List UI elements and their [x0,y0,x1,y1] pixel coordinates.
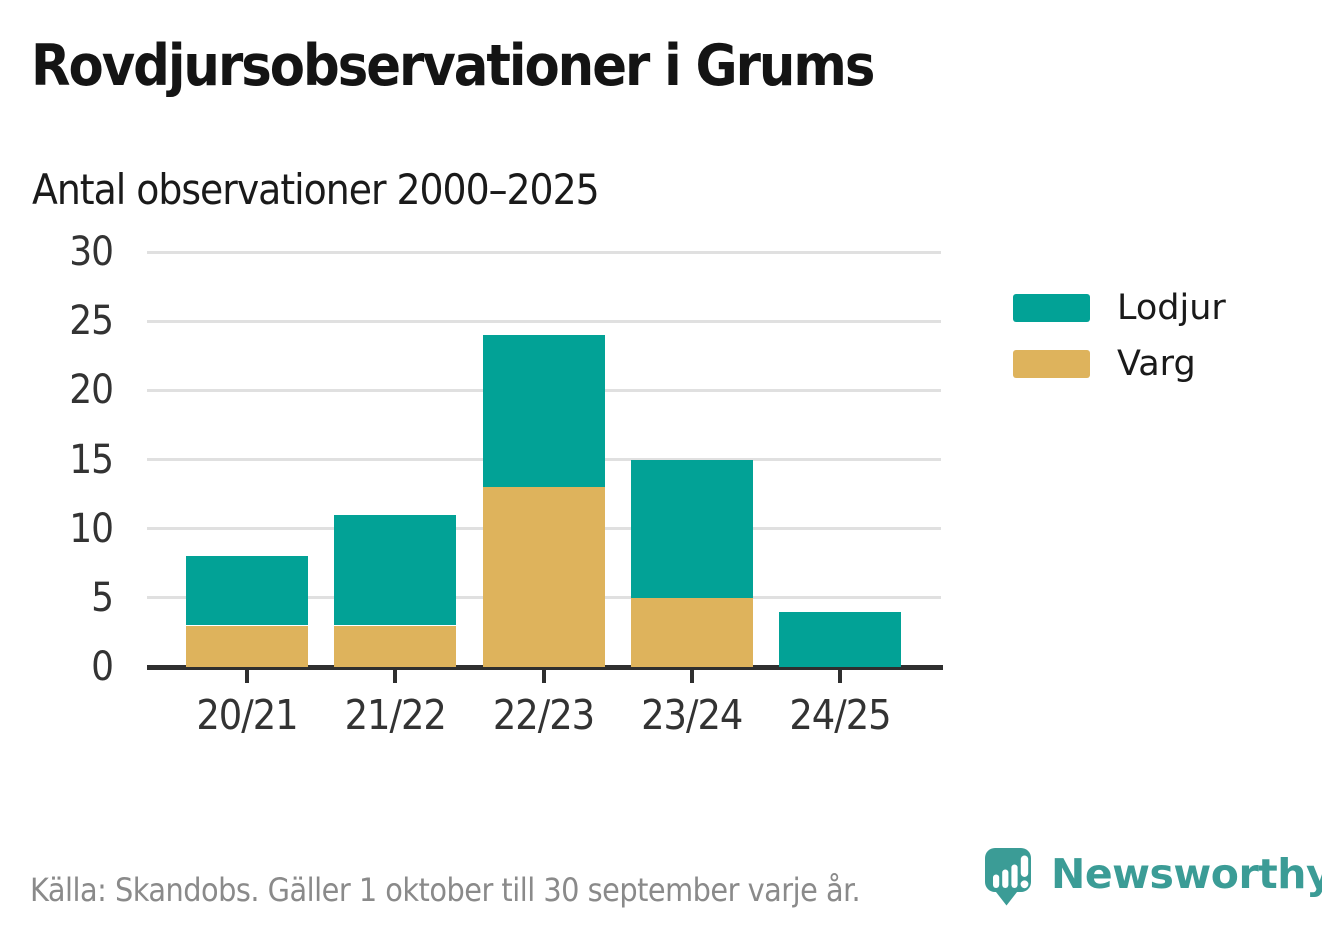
x-axis-tick-21-22 [393,669,398,683]
legend-swatch-lodjur [1013,294,1090,322]
chart-subtitle: Antal observationer 2000–2025 [32,165,600,214]
legend-label-varg: Varg [1117,344,1196,384]
x-axis-category-label: 22/23 [492,691,595,739]
bar-segment-lodjur-21-22 [334,514,457,626]
bar-segment-lodjur-24-25 [779,611,901,667]
y-axis-tick-label: 25 [69,298,114,345]
legend-item-lodjur: Lodjur [1013,280,1226,336]
chart-title: Rovdjursobservationer i Grums [31,33,875,99]
newsworthy-pin-icon [985,848,1031,906]
x-axis-tick-23-24 [689,669,694,683]
x-axis-category-label: 20/21 [196,691,298,739]
y-axis-tick-label: 15 [69,436,114,483]
legend-label-lodjur: Lodjur [1117,288,1226,328]
legend: Lodjur Varg [1013,280,1226,392]
x-axis-category-label: 23/24 [641,691,743,739]
bar-segment-varg-22-23 [482,487,605,667]
brand-name: Newsworthy [1051,850,1322,898]
bar-segment-lodjur-22-23 [482,335,605,488]
x-axis-line [147,665,943,670]
y-axis-tick-label: 5 [91,574,114,621]
gridline-30 [147,250,941,254]
x-axis-category-label: 21/22 [344,691,447,739]
bar-segment-lodjur-20-21 [186,556,308,626]
y-axis-tick-label: 10 [69,505,114,552]
gridline-25 [147,319,941,323]
brand-logo: Newsworthy [982,846,1322,908]
y-axis-tick-label: 30 [69,229,114,275]
bar-segment-varg-20-21 [186,625,308,667]
x-axis-tick-20-21 [245,669,249,683]
x-axis-tick-24-25 [838,669,842,683]
bar-segment-varg-23-24 [630,597,753,667]
bar-segment-varg-21-22 [334,625,457,667]
x-axis-category-label: 24/25 [789,691,891,739]
legend-item-varg: Varg [1013,336,1226,392]
y-axis-tick-label: 0 [91,644,114,690]
x-axis-tick-22-23 [541,669,546,683]
y-axis-tick-label: 20 [69,367,114,414]
legend-swatch-varg [1013,350,1090,378]
source-note: Källa: Skandobs. Gäller 1 oktober till 3… [30,871,861,909]
bar-segment-lodjur-23-24 [630,459,753,598]
